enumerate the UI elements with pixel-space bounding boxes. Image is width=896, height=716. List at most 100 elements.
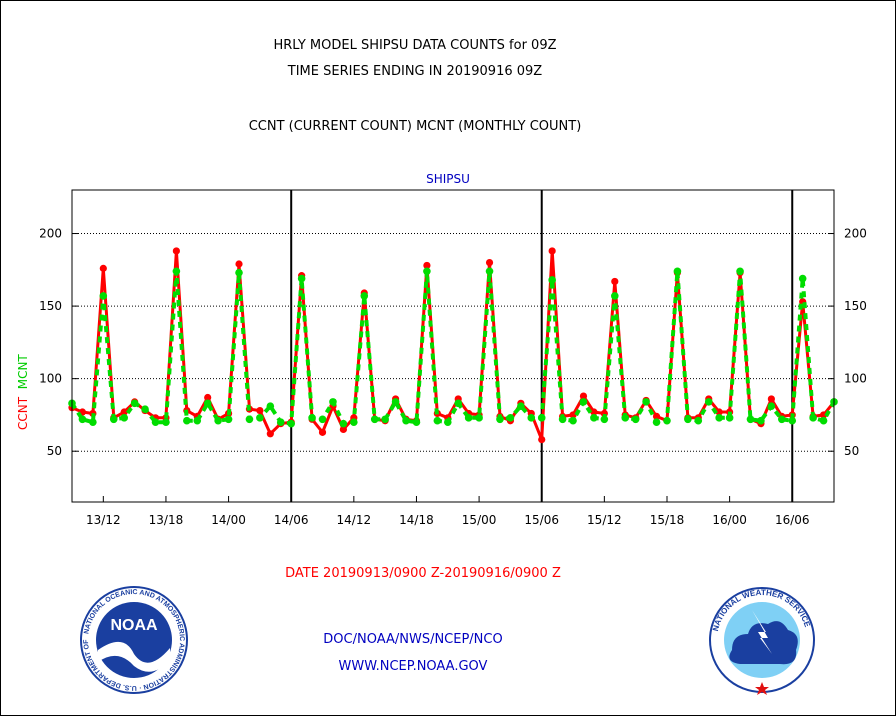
point-mcnt xyxy=(694,416,703,425)
point-mcnt xyxy=(475,414,483,422)
point-ccnt xyxy=(579,392,588,400)
point-mcnt xyxy=(78,415,87,424)
day-boundary-lines xyxy=(290,190,794,502)
point-mcnt xyxy=(809,414,817,422)
point-mcnt xyxy=(412,418,421,426)
point-mcnt xyxy=(287,419,296,428)
point-mcnt xyxy=(276,418,285,426)
x-tick-label: 13/12 xyxy=(86,513,121,527)
point-mcnt xyxy=(151,418,160,426)
point-mcnt xyxy=(266,402,275,411)
point-ccnt xyxy=(99,264,107,272)
point-mcnt xyxy=(757,416,765,425)
point-ccnt xyxy=(590,408,598,416)
point-mcnt xyxy=(183,416,191,425)
point-mcnt xyxy=(318,415,327,424)
footer-url[interactable]: WWW.NCEP.NOAA.GOV xyxy=(338,659,488,674)
point-mcnt xyxy=(402,416,410,425)
point-ccnt xyxy=(318,428,327,436)
point-mcnt xyxy=(89,418,97,426)
point-ccnt xyxy=(423,261,431,270)
point-ccnt xyxy=(715,408,723,416)
point-mcnt xyxy=(558,415,567,424)
point-mcnt xyxy=(329,398,337,406)
point-mcnt xyxy=(485,267,494,276)
x-tick-label: 14/06 xyxy=(274,513,309,527)
point-mcnt xyxy=(527,414,536,422)
point-mcnt xyxy=(819,416,828,425)
point-mcnt xyxy=(537,414,546,422)
point-mcnt xyxy=(350,418,358,426)
point-mcnt xyxy=(715,414,723,422)
x-tick-label: 15/06 xyxy=(524,513,559,527)
point-mcnt xyxy=(517,402,525,411)
point-ccnt xyxy=(652,412,661,420)
x-tick-label: 14/18 xyxy=(399,513,434,527)
noaa-logo: NOAA NATIONAL OCEANIC AND ATMOSPHERIC AD… xyxy=(80,586,188,694)
nws-logo: NATIONAL WEATHER SERVICE xyxy=(709,587,815,695)
point-mcnt xyxy=(256,414,264,422)
point-mcnt xyxy=(423,267,431,276)
y-tick-label-right: 200 xyxy=(844,227,867,241)
point-mcnt xyxy=(370,415,379,424)
point-ccnt xyxy=(819,411,828,419)
point-ccnt xyxy=(266,430,274,438)
y-tick-label-left: 50 xyxy=(47,444,62,458)
point-mcnt xyxy=(746,415,755,424)
point-mcnt xyxy=(308,414,316,422)
x-tick-label: 16/00 xyxy=(712,513,747,527)
point-mcnt xyxy=(684,415,692,424)
point-ccnt xyxy=(235,260,243,268)
point-mcnt xyxy=(631,415,640,424)
chart-title-line2: TIME SERIES ENDING IN 20190916 09Z xyxy=(287,64,543,79)
grid xyxy=(72,233,834,452)
point-mcnt xyxy=(788,416,797,425)
y-tick-label-right: 50 xyxy=(844,444,859,458)
point-ccnt xyxy=(569,411,577,419)
point-mcnt xyxy=(548,276,556,284)
point-mcnt xyxy=(235,268,243,277)
point-mcnt xyxy=(162,418,170,426)
x-tick-label: 13/18 xyxy=(149,513,184,527)
point-mcnt xyxy=(141,405,149,413)
point-mcnt xyxy=(391,398,400,406)
chart-title-line3: CCNT (CURRENT COUNT) MCNT (MONTHLY COUNT… xyxy=(248,119,582,134)
point-mcnt xyxy=(652,418,661,426)
y-tick-label-right: 100 xyxy=(844,372,867,386)
point-ccnt xyxy=(256,406,264,415)
point-mcnt xyxy=(120,414,128,422)
point-mcnt xyxy=(99,292,108,300)
point-mcnt xyxy=(297,274,306,283)
point-mcnt xyxy=(339,419,348,428)
point-mcnt xyxy=(590,414,598,422)
point-mcnt xyxy=(454,399,463,408)
point-ccnt xyxy=(611,277,619,286)
point-mcnt xyxy=(642,398,650,406)
y-tick-label-right: 150 xyxy=(844,299,867,313)
point-mcnt xyxy=(621,414,630,422)
point-mcnt xyxy=(214,416,222,425)
point-mcnt xyxy=(433,416,442,425)
point-ccnt xyxy=(485,258,494,267)
point-ccnt xyxy=(120,408,128,416)
point-mcnt xyxy=(193,416,202,425)
x-tick-label: 15/18 xyxy=(650,513,685,527)
point-mcnt xyxy=(360,292,369,300)
x-tick-label: 15/12 xyxy=(587,513,622,527)
point-mcnt xyxy=(600,415,609,424)
point-ccnt xyxy=(548,247,556,255)
point-mcnt xyxy=(673,267,682,276)
x-tick-label: 14/12 xyxy=(337,513,372,527)
x-tick-label: 16/06 xyxy=(775,513,810,527)
date-range: DATE 20190913/0900 Z-20190916/0900 Z xyxy=(285,566,561,581)
plot-title: SHIPSU xyxy=(426,172,470,186)
point-mcnt xyxy=(203,399,212,408)
point-mcnt xyxy=(464,414,473,422)
point-ccnt xyxy=(767,395,775,403)
point-mcnt xyxy=(381,415,389,424)
point-mcnt xyxy=(778,415,786,424)
point-ccnt xyxy=(339,425,347,434)
point-mcnt xyxy=(704,398,713,406)
series-line-mcnt xyxy=(70,269,836,426)
